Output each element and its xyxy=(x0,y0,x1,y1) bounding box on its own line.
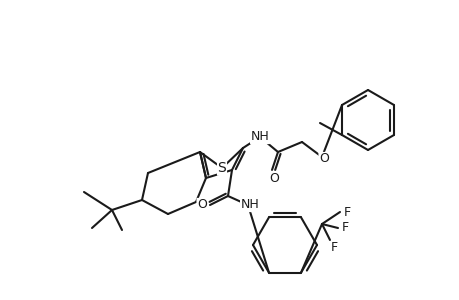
Text: O: O xyxy=(196,199,207,212)
Text: O: O xyxy=(269,172,278,184)
Text: O: O xyxy=(319,152,328,166)
Text: NH: NH xyxy=(240,199,259,212)
Text: F: F xyxy=(341,221,348,235)
Text: S: S xyxy=(217,161,226,175)
Text: NH: NH xyxy=(250,130,269,143)
Text: F: F xyxy=(343,206,350,218)
Text: F: F xyxy=(330,242,337,254)
